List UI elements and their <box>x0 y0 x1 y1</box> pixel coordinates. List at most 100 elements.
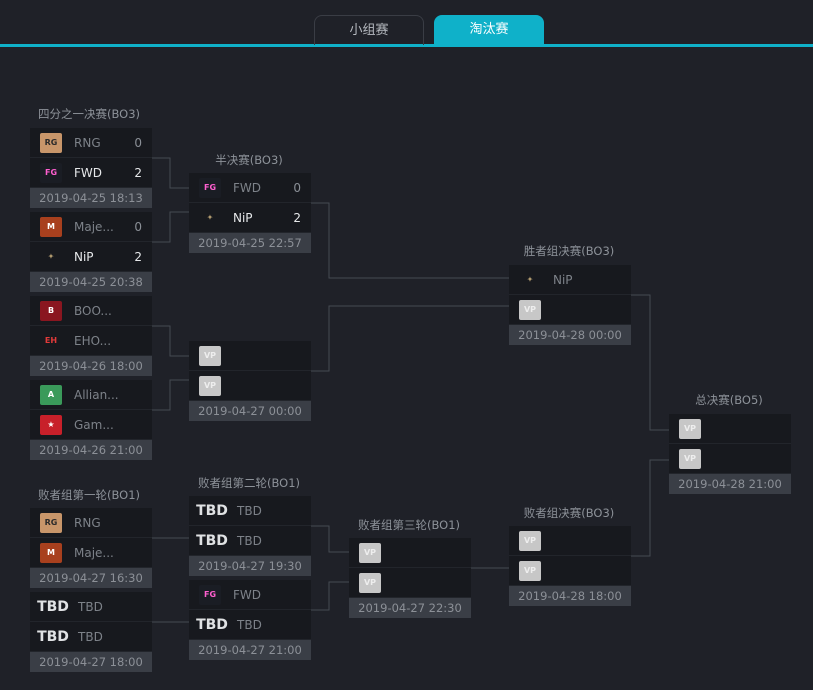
match-date: 2019-04-28 21:00 <box>669 474 791 494</box>
majestic-logo-icon: M <box>40 542 62 563</box>
rng-logo-icon: RG <box>40 512 62 533</box>
match-card[interactable]: VP VP 2019-04-28 18:00 <box>509 526 631 606</box>
match-card[interactable]: TBD TBD TBD TBD 2019-04-27 18:00 <box>30 592 152 672</box>
match-card[interactable]: ✦ NiP VP 2019-04-28 00:00 <box>509 265 631 345</box>
nip-logo-icon: ✦ <box>47 252 55 261</box>
round-title: 败者组第二轮(BO1) <box>197 476 301 490</box>
match-date: 2019-04-27 19:30 <box>189 556 311 576</box>
team-row[interactable]: RG RNG 0 <box>30 128 152 158</box>
team-name: EHO... <box>74 333 112 348</box>
round-title: 胜者组决赛(BO3) <box>523 244 615 258</box>
vp-logo-icon: VP <box>199 345 221 366</box>
vp-logo-icon: VP <box>519 530 541 551</box>
majestic-logo-icon: M <box>40 216 62 237</box>
connector <box>311 525 349 553</box>
team-row[interactable]: ✦ NiP 2 <box>30 242 152 272</box>
match-date: 2019-04-28 00:00 <box>509 325 631 345</box>
match-date: 2019-04-27 18:00 <box>30 652 152 672</box>
team-row[interactable]: VP <box>669 414 791 444</box>
connector <box>311 202 509 279</box>
match-card[interactable]: VP VP 2019-04-27 22:30 <box>349 538 471 618</box>
team-row[interactable]: M Maje... 0 <box>30 212 152 242</box>
boom-logo-icon: B <box>40 300 62 321</box>
connector <box>152 211 189 243</box>
team-row[interactable]: EH EHO... <box>30 326 152 356</box>
connector <box>152 157 189 189</box>
match-card[interactable]: VP VP 2019-04-28 21:00 <box>669 414 791 494</box>
tbd-logo-icon: TBD <box>196 532 228 549</box>
match-card[interactable]: VP VP 2019-04-27 00:00 <box>189 341 311 421</box>
match-card[interactable]: A Allian... ★ Gam... 2019-04-26 21:00 <box>30 380 152 460</box>
match-date: 2019-04-28 18:00 <box>509 586 631 606</box>
match-card[interactable]: RG RNG M Maje... 2019-04-27 16:30 <box>30 508 152 588</box>
team-row[interactable]: TBD TBD <box>189 610 311 640</box>
team-row[interactable]: VP <box>509 295 631 325</box>
rng-logo-icon: RG <box>40 132 62 153</box>
team-name: RNG <box>74 135 101 150</box>
match-card[interactable]: FG FWD 0 ✦ NiP 2 2019-04-25 22:57 <box>189 173 311 253</box>
team-row[interactable]: VP <box>189 341 311 371</box>
team-score: 0 <box>293 180 301 195</box>
tbd-logo-icon: TBD <box>196 502 228 519</box>
alliance-logo-icon: A <box>40 384 62 405</box>
tab-bar: 小组赛 淘汰赛 <box>0 0 813 47</box>
team-row[interactable]: TBD TBD <box>30 592 152 622</box>
team-name: NiP <box>74 249 94 264</box>
team-name: TBD <box>78 599 103 614</box>
team-row[interactable]: VP <box>509 526 631 556</box>
connector <box>311 305 509 372</box>
team-row[interactable]: VP <box>509 556 631 586</box>
vp-logo-icon: VP <box>199 375 221 396</box>
team-score: 2 <box>134 249 142 264</box>
match-card[interactable]: TBD TBD TBD TBD 2019-04-27 19:30 <box>189 496 311 576</box>
team-row[interactable]: TBD TBD <box>189 526 311 556</box>
team-name: TBD <box>237 533 262 548</box>
team-row[interactable]: VP <box>349 568 471 598</box>
team-row[interactable]: B BOO... <box>30 296 152 326</box>
team-name: FWD <box>74 165 103 180</box>
tbd-logo-icon: TBD <box>196 616 228 633</box>
connector <box>152 325 189 357</box>
team-row[interactable]: VP <box>669 444 791 474</box>
match-card[interactable]: M Maje... 0 ✦ NiP 2 2019-04-25 20:38 <box>30 212 152 292</box>
team-name: NiP <box>553 272 573 287</box>
team-row[interactable]: FG FWD <box>189 580 311 610</box>
round-title: 四分之一决赛(BO3) <box>37 107 141 121</box>
match-date: 2019-04-27 00:00 <box>189 401 311 421</box>
match-card[interactable]: FG FWD TBD TBD 2019-04-27 21:00 <box>189 580 311 660</box>
vp-logo-icon: VP <box>359 572 381 593</box>
team-row[interactable]: FG FWD 0 <box>189 173 311 203</box>
team-row[interactable]: ✦ NiP <box>509 265 631 295</box>
round-title: 败者组第一轮(BO1) <box>37 488 141 502</box>
team-row[interactable]: RG RNG <box>30 508 152 538</box>
match-date: 2019-04-26 18:00 <box>30 356 152 376</box>
nip-logo-icon: ✦ <box>526 275 534 284</box>
round-title: 败者组决赛(BO3) <box>523 506 615 520</box>
vp-logo-icon: VP <box>679 448 701 469</box>
team-row[interactable]: FG FWD 2 <box>30 158 152 188</box>
match-date: 2019-04-27 16:30 <box>30 568 152 588</box>
match-date: 2019-04-25 20:38 <box>30 272 152 292</box>
team-name: TBD <box>237 503 262 518</box>
connector <box>631 459 669 557</box>
team-name: Allian... <box>74 387 119 402</box>
fwd-logo-icon: FG <box>199 177 221 198</box>
team-row[interactable]: ✦ NiP 2 <box>189 203 311 233</box>
team-row[interactable]: M Maje... <box>30 538 152 568</box>
connector <box>152 379 189 411</box>
team-row[interactable]: ★ Gam... <box>30 410 152 440</box>
tab-playoffs[interactable]: 淘汰赛 <box>434 15 544 45</box>
team-row[interactable]: VP <box>349 538 471 568</box>
match-card[interactable]: B BOO... EH EHO... 2019-04-26 18:00 <box>30 296 152 376</box>
tab-group-stage[interactable]: 小组赛 <box>314 15 424 45</box>
match-date: 2019-04-27 21:00 <box>189 640 311 660</box>
team-row[interactable]: TBD TBD <box>189 496 311 526</box>
ehome-logo-icon: EH <box>44 336 58 345</box>
team-name: TBD <box>78 629 103 644</box>
team-row[interactable]: VP <box>189 371 311 401</box>
match-card[interactable]: RG RNG 0 FG FWD 2 2019-04-25 18:13 <box>30 128 152 208</box>
team-row[interactable]: TBD TBD <box>30 622 152 652</box>
vp-logo-icon: VP <box>679 418 701 439</box>
team-row[interactable]: A Allian... <box>30 380 152 410</box>
